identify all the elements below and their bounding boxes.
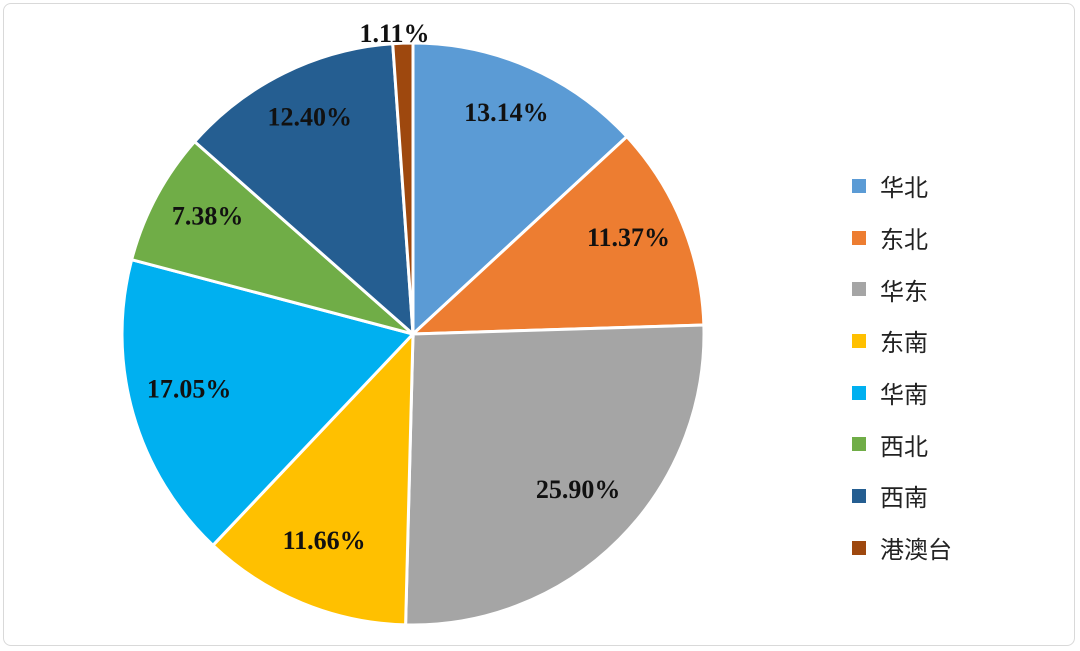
legend-label: 东南 <box>880 329 928 358</box>
legend-swatch <box>852 540 866 555</box>
data-label-6: 12.40% <box>268 102 353 131</box>
legend-item: 东南 <box>852 315 952 367</box>
pie-slice-6 <box>192 42 415 338</box>
legend-swatch <box>852 437 866 452</box>
pie-slice-4 <box>120 257 416 548</box>
legend-label: 西南 <box>880 484 928 513</box>
data-label-3: 11.66% <box>283 526 366 555</box>
legend-label: 港澳台 <box>880 536 952 565</box>
legend-swatch <box>852 282 866 297</box>
pie-slice-5 <box>129 139 414 336</box>
legend-label: 华南 <box>880 381 928 410</box>
legend: 华北东北华东东南华南西北西南港澳台 <box>852 160 952 574</box>
legend-label: 华北 <box>880 174 928 203</box>
legend-swatch <box>852 230 866 245</box>
data-label-5: 7.38% <box>172 201 244 230</box>
pie-slice-0 <box>411 41 629 338</box>
data-label-4: 17.05% <box>147 375 232 404</box>
pie-slice-3 <box>210 330 415 627</box>
legend-item: 东北 <box>852 212 952 264</box>
legend-label: 东北 <box>880 226 928 255</box>
legend-swatch <box>852 178 866 193</box>
data-label-1: 11.37% <box>587 223 670 252</box>
legend-item: 华北 <box>852 160 952 212</box>
legend-swatch <box>852 488 866 503</box>
legend-swatch <box>852 333 866 348</box>
legend-label: 西北 <box>880 432 928 461</box>
legend-item: 港澳台 <box>852 522 952 574</box>
pie-slice-7 <box>391 41 415 335</box>
legend-item: 西南 <box>852 470 952 522</box>
legend-swatch <box>852 385 866 400</box>
data-label-7: 1.11% <box>359 19 429 48</box>
data-label-0: 13.14% <box>464 98 549 127</box>
legend-item: 华东 <box>852 263 952 315</box>
legend-item: 华南 <box>852 367 952 419</box>
pie-slice-2 <box>404 323 706 627</box>
legend-label: 华东 <box>880 277 928 306</box>
legend-item: 西北 <box>852 418 952 470</box>
pie-slice-1 <box>409 134 706 336</box>
data-label-2: 25.90% <box>536 475 621 504</box>
chart-frame <box>3 3 1075 646</box>
